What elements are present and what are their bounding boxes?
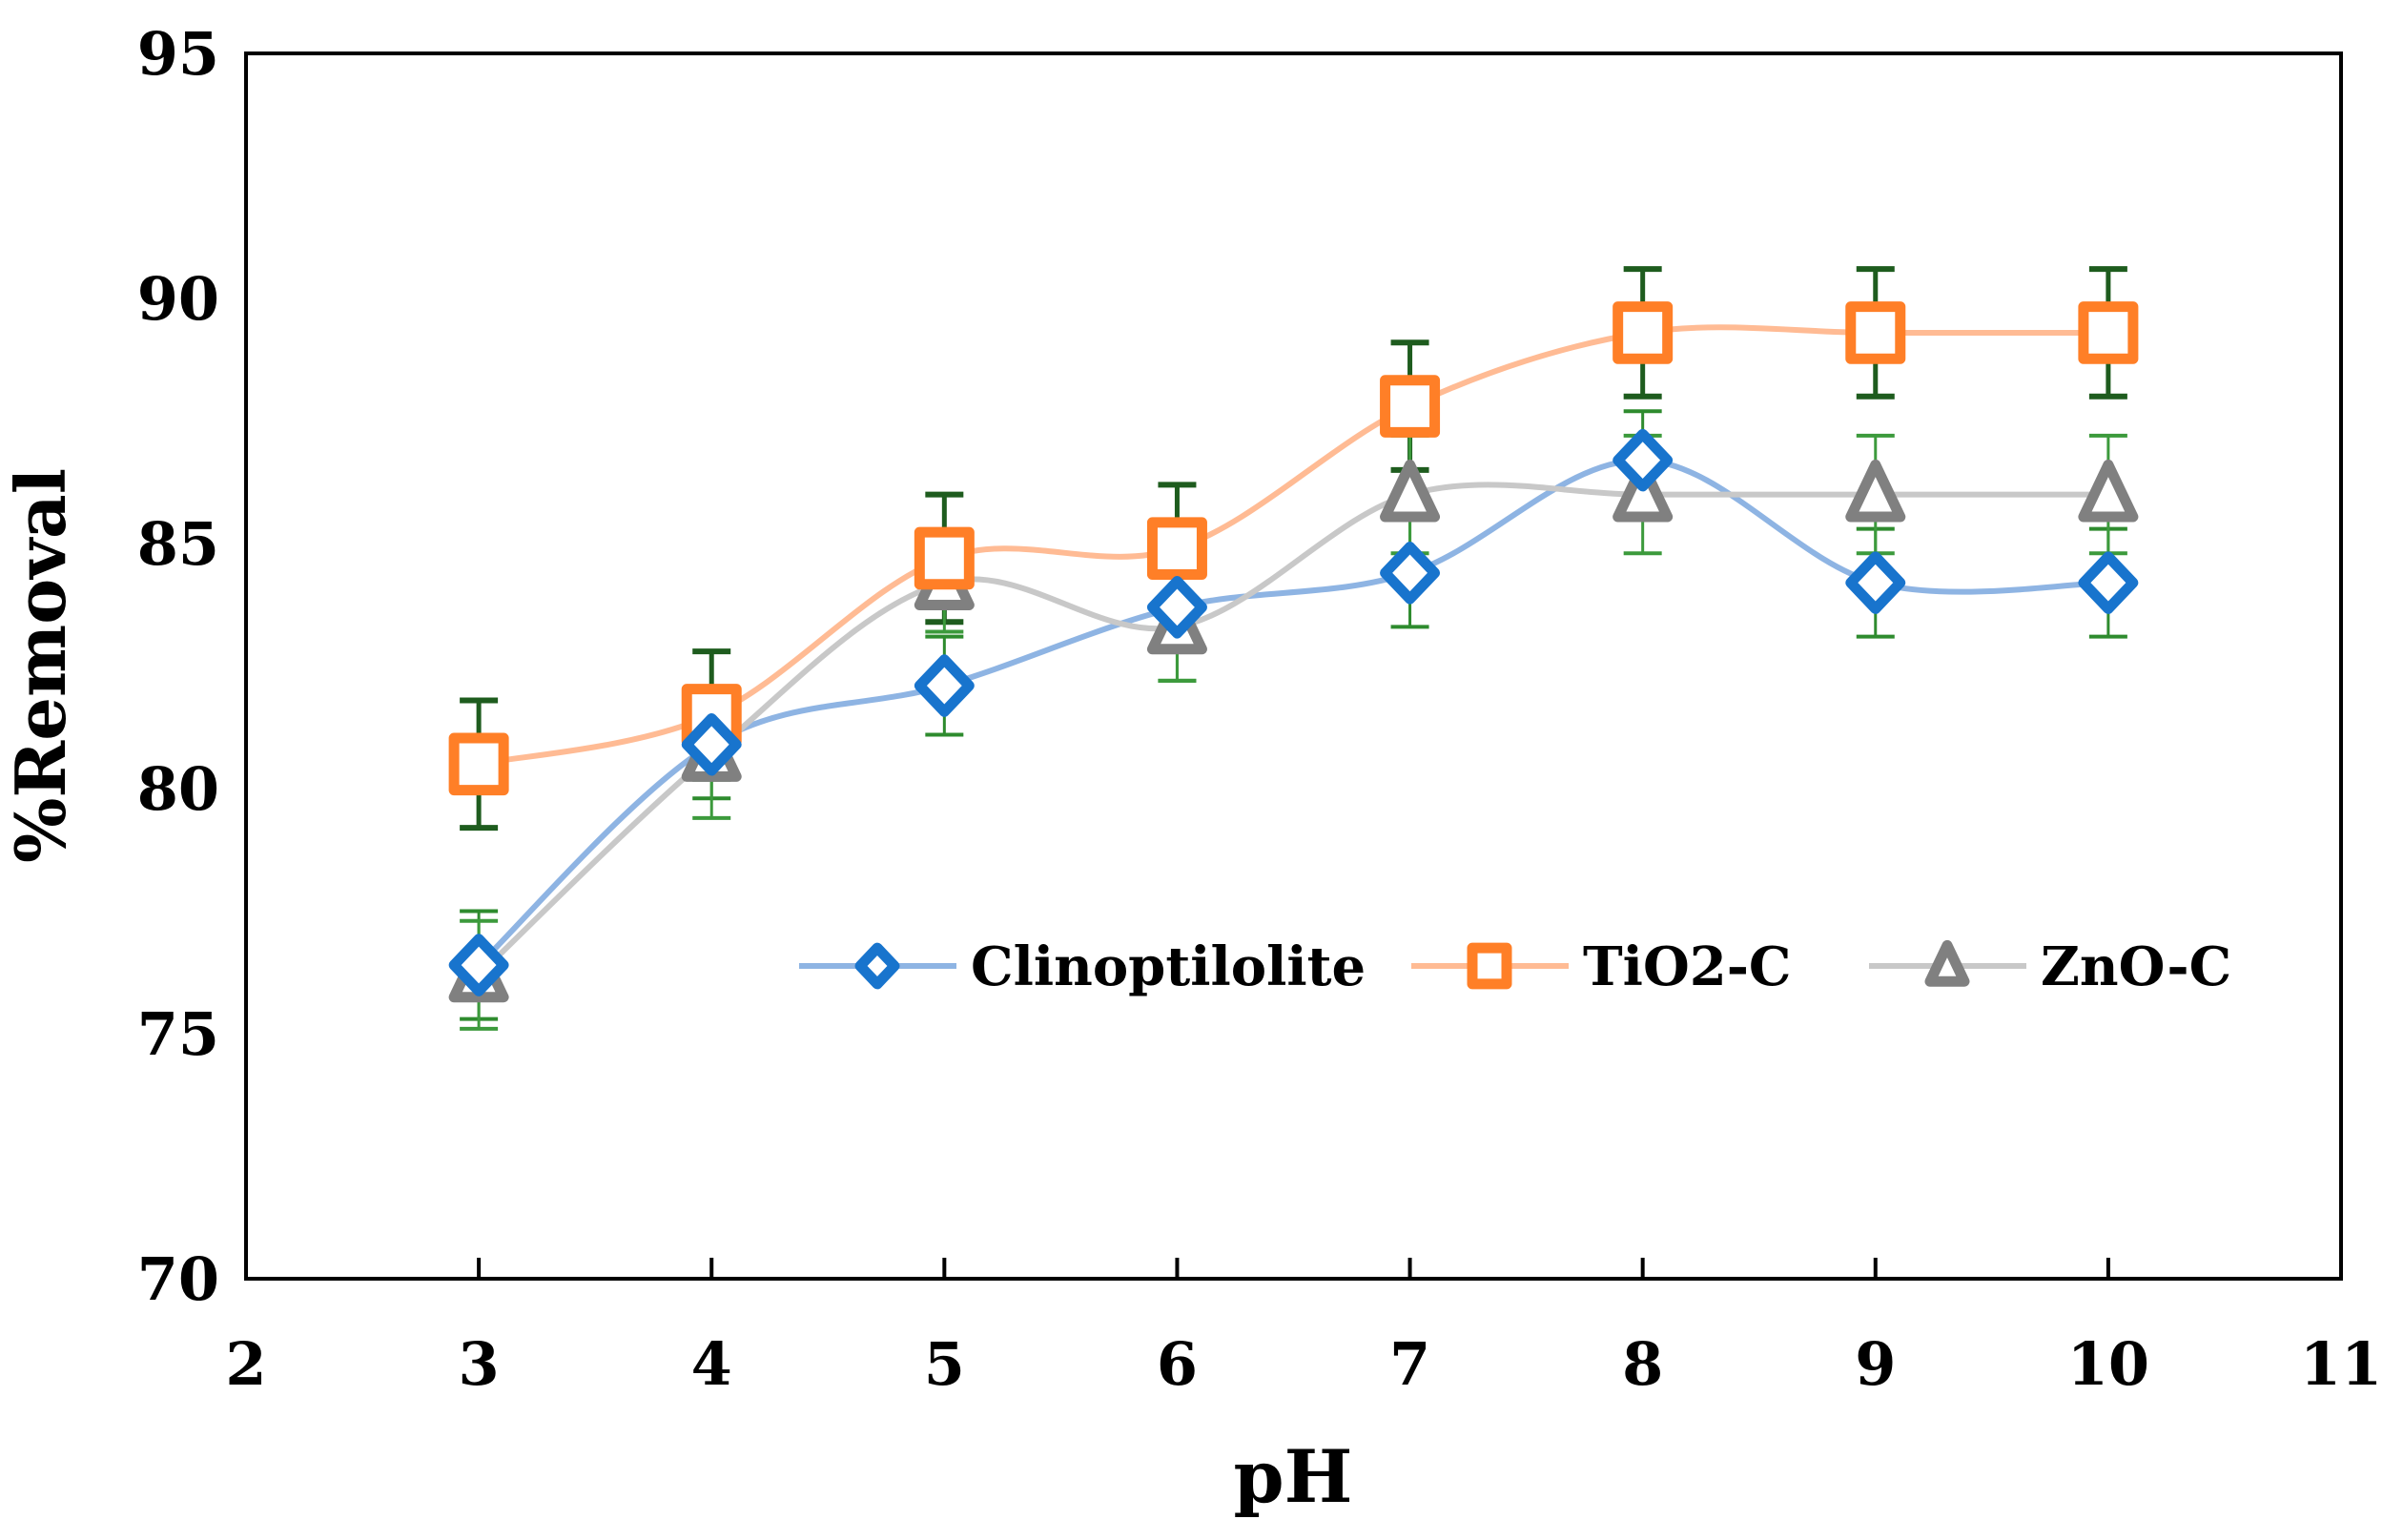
y-tick-label: 80 (137, 754, 219, 824)
x-tick-label: 11 (2300, 1329, 2382, 1399)
triangle-marker (1845, 459, 1906, 523)
legend-item: TiO2-C (1411, 935, 1792, 998)
x-tick-label: 4 (691, 1329, 732, 1399)
x-tick-label: 5 (924, 1329, 965, 1399)
diamond-marker (2078, 551, 2139, 614)
y-tick-label: 70 (137, 1244, 219, 1314)
triangle-marker (1380, 459, 1441, 523)
diamond-marker (1380, 542, 1441, 605)
diamond-marker (448, 934, 509, 996)
diamond-marker (854, 942, 900, 990)
x-tick-label: 10 (2067, 1329, 2149, 1399)
diamond-marker (1613, 428, 1674, 492)
series-markers (448, 301, 2139, 1003)
legend-label: Clinoptilolite (971, 935, 1366, 998)
square-marker (1613, 301, 1674, 364)
series-line-TiO2-C (478, 324, 2108, 768)
diamond-marker (681, 712, 742, 776)
x-axis-label: pH (1234, 1434, 1353, 1519)
x-tick-label: 9 (1855, 1329, 1896, 1399)
square-marker (2078, 301, 2139, 364)
diamond-marker (914, 654, 975, 717)
x-tick-label: 8 (1622, 1329, 1663, 1399)
diamond-marker (1146, 576, 1207, 639)
square-marker (1845, 301, 1906, 364)
y-axis: 70 75 80 85 90 95 (137, 19, 219, 1314)
y-tick-label: 85 (137, 509, 219, 579)
triangle-marker (2078, 459, 2139, 523)
x-tick-label: 3 (459, 1329, 500, 1399)
plot-area (244, 51, 2343, 1281)
x-tick-label: 7 (1389, 1329, 1430, 1399)
square-marker (1467, 942, 1512, 990)
diamond-marker (1845, 551, 1906, 614)
x-tick-label: 6 (1157, 1329, 1198, 1399)
x-axis: 2 3 4 5 6 7 8 9 10 11 (225, 1258, 2382, 1399)
square-marker (1380, 375, 1441, 438)
y-tick-label: 75 (137, 999, 219, 1069)
triangle-marker (1924, 939, 1970, 987)
square-marker (914, 526, 975, 590)
square-marker (448, 732, 509, 796)
y-tick-label: 90 (137, 264, 219, 334)
legend: Clinoptilolite TiO2-C ZnO-C (799, 935, 2231, 998)
legend-label: TiO2-C (1583, 935, 1792, 998)
y-tick-label: 95 (137, 19, 219, 89)
legend-item: Clinoptilolite (799, 935, 1366, 998)
legend-label: ZnO-C (2041, 935, 2231, 998)
y-axis-label: %Removal (0, 468, 81, 863)
legend-item: ZnO-C (1869, 935, 2231, 998)
square-marker (1146, 517, 1207, 580)
x-tick-label: 2 (225, 1329, 266, 1399)
